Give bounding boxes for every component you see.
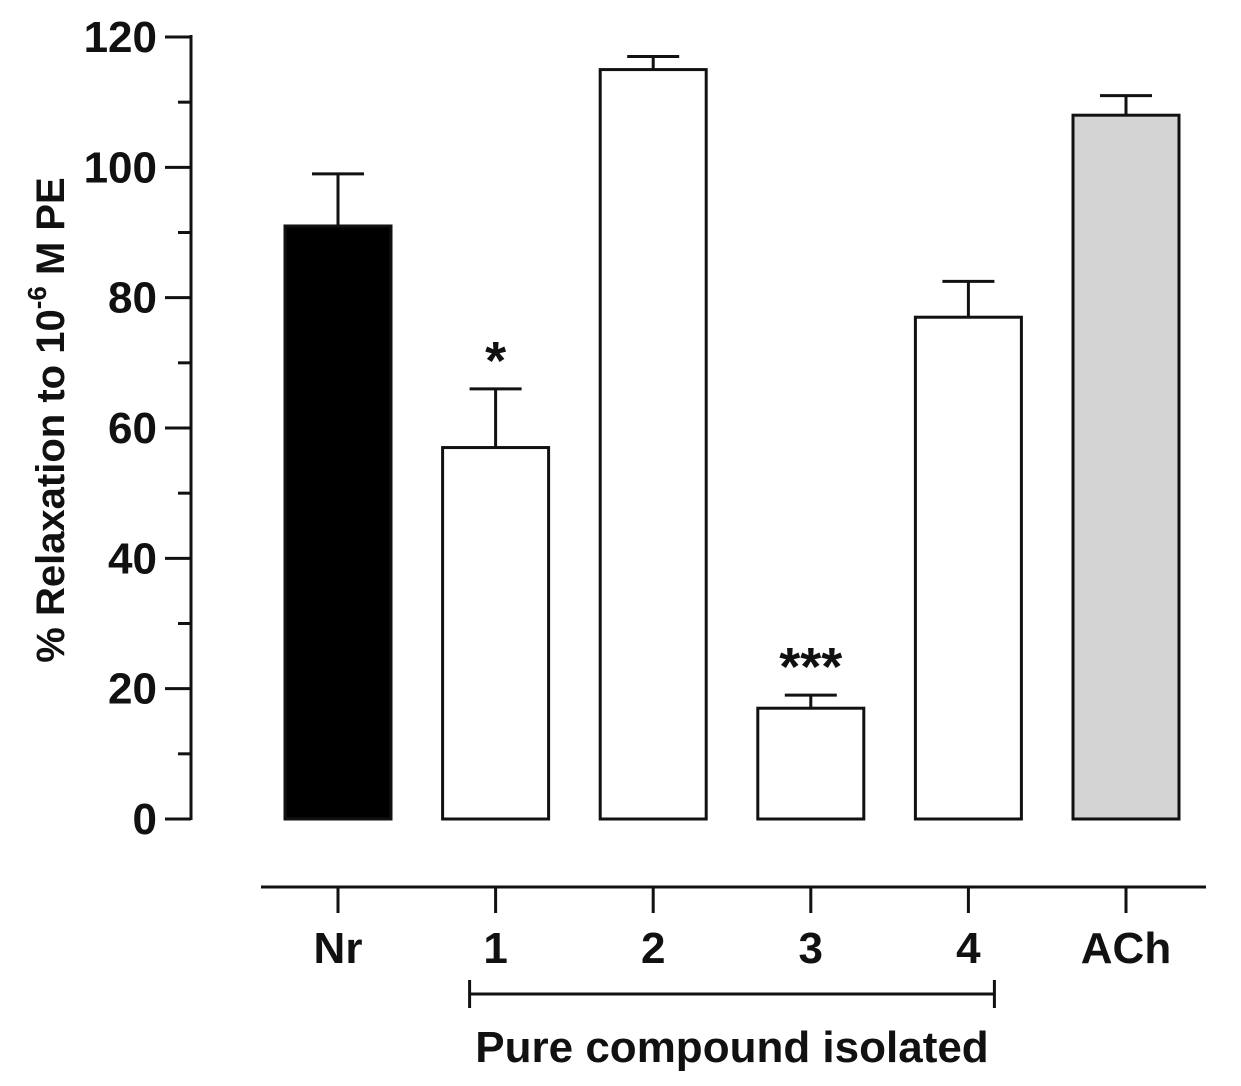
y-axis-label-superscript: -6 <box>22 286 52 309</box>
significance-marker: * <box>485 331 506 391</box>
x-tick-label: ACh <box>1081 924 1171 973</box>
bar <box>441 446 551 821</box>
x-tick-label: 1 <box>483 924 507 973</box>
x-tick-label: 4 <box>956 924 981 973</box>
bar <box>913 315 1023 821</box>
y-axis-label-suffix: M PE <box>29 177 73 286</box>
bars-layer: **** <box>283 55 1181 821</box>
y-tick-label: 60 <box>108 404 157 453</box>
y-tick-label: 100 <box>84 143 157 192</box>
x-tick-label: 3 <box>799 924 823 973</box>
y-tick-label: 20 <box>108 665 157 714</box>
x-tick-label: 2 <box>641 924 665 973</box>
y-tick-label: 80 <box>108 274 157 323</box>
y-tick-label: 0 <box>133 795 157 844</box>
significance-marker: *** <box>779 637 842 697</box>
bar <box>283 224 393 821</box>
bar <box>1071 113 1181 821</box>
y-axis: 0 20 40 60 80 100 120 <box>84 13 193 844</box>
bar <box>756 706 866 821</box>
y-tick-label: 40 <box>108 534 157 583</box>
y-axis-label: % Relaxation to 10-6 M PE <box>22 177 73 662</box>
y-axis-label-prefix: % Relaxation to 10 <box>29 309 73 662</box>
bar <box>598 68 708 821</box>
x-axis: Nr 1 2 3 4 ACh <box>261 885 1206 1008</box>
group-annotation-label: Pure compound isolated <box>475 1023 988 1072</box>
y-tick-label: 120 <box>84 13 157 62</box>
x-tick-label: Nr <box>314 924 363 973</box>
